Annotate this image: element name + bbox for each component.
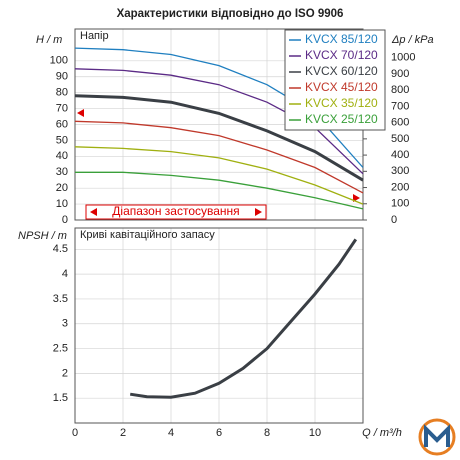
y2-tick-label: 400 — [391, 149, 409, 161]
y-tick-label: 100 — [50, 55, 68, 67]
x-axis-label: Q / m³/h — [362, 427, 402, 439]
y-tick-label: 70 — [56, 102, 68, 114]
series-line — [75, 171, 364, 210]
y-tick-label: 50 — [56, 134, 68, 146]
x-tick-label: 4 — [168, 427, 174, 439]
y-tick-label: 0 — [62, 214, 68, 226]
y-tick-label: 20 — [56, 182, 68, 194]
series-line — [74, 94, 364, 182]
marker-arrow — [77, 109, 84, 117]
y2-tick-label: 0 — [391, 214, 397, 226]
legend-box — [284, 29, 386, 131]
y2-tick-label: 1000 — [391, 52, 415, 64]
y-tick-label: 40 — [56, 150, 68, 162]
y2-tick-label: 100 — [391, 198, 409, 210]
logo — [418, 418, 456, 456]
y2-tick-label: 600 — [391, 117, 409, 129]
annotation: Діапазон застосування — [112, 204, 239, 218]
y-tick-label: 2.5 — [53, 342, 68, 354]
plots: 01020304050607080901001.522.533.544.5010… — [18, 28, 434, 439]
annotation: Криві кавітаційного запасу — [80, 229, 215, 241]
y2-tick-label: 200 — [391, 181, 409, 193]
y-axis-label: H / m — [36, 34, 62, 46]
x-tick-label: 0 — [72, 427, 78, 439]
range-arrow — [90, 208, 97, 216]
y-tick-label: 1.5 — [53, 392, 68, 404]
y-axis-label: NPSH / m — [18, 230, 67, 242]
y-tick-label: 4.5 — [53, 243, 68, 255]
y2-axis-label: Δp / kPa — [391, 34, 434, 46]
y-tick-label: 4 — [62, 268, 68, 280]
marker-arrow — [353, 194, 360, 202]
series-line — [74, 120, 364, 194]
legend-label: KVCX 35/120 — [305, 96, 378, 110]
y-tick-label: 90 — [56, 71, 68, 83]
legend-label: KVCX 85/120 — [305, 32, 378, 46]
y2-tick-label: 700 — [391, 100, 409, 112]
range-box — [85, 204, 267, 220]
logo-m — [424, 424, 450, 447]
chart-title: Характеристики відповідно до ISO 9906 — [117, 8, 344, 20]
x-tick-label: 2 — [120, 427, 126, 439]
series-line — [129, 238, 358, 399]
x-tick-label: 6 — [216, 427, 222, 439]
plot-frame — [74, 227, 364, 424]
y-tick-label: 2 — [62, 367, 68, 379]
y-tick-label: 3.5 — [53, 293, 68, 305]
y-tick-label: 3 — [62, 318, 68, 330]
legend-label: KVCX 45/120 — [305, 80, 378, 94]
series-line — [74, 146, 364, 205]
logo-ring — [418, 418, 456, 456]
y2-tick-label: 300 — [391, 165, 409, 177]
legend-label: KVCX 25/120 — [305, 112, 378, 126]
legend-label: KVCX 60/120 — [305, 64, 378, 78]
y-tick-label: 10 — [56, 198, 68, 210]
y2-tick-label: 900 — [391, 68, 409, 80]
x-tick-label: 10 — [309, 427, 321, 439]
annotation: Напір — [80, 30, 109, 42]
y-tick-label: 80 — [56, 87, 68, 99]
y-tick-label: 30 — [56, 166, 68, 178]
x-tick-label: 8 — [264, 427, 270, 439]
legend-label: KVCX 70/120 — [305, 48, 378, 62]
range-arrow — [255, 208, 262, 216]
y-tick-label: 60 — [56, 118, 68, 130]
y2-tick-label: 800 — [391, 84, 409, 96]
y2-tick-label: 500 — [391, 133, 409, 145]
